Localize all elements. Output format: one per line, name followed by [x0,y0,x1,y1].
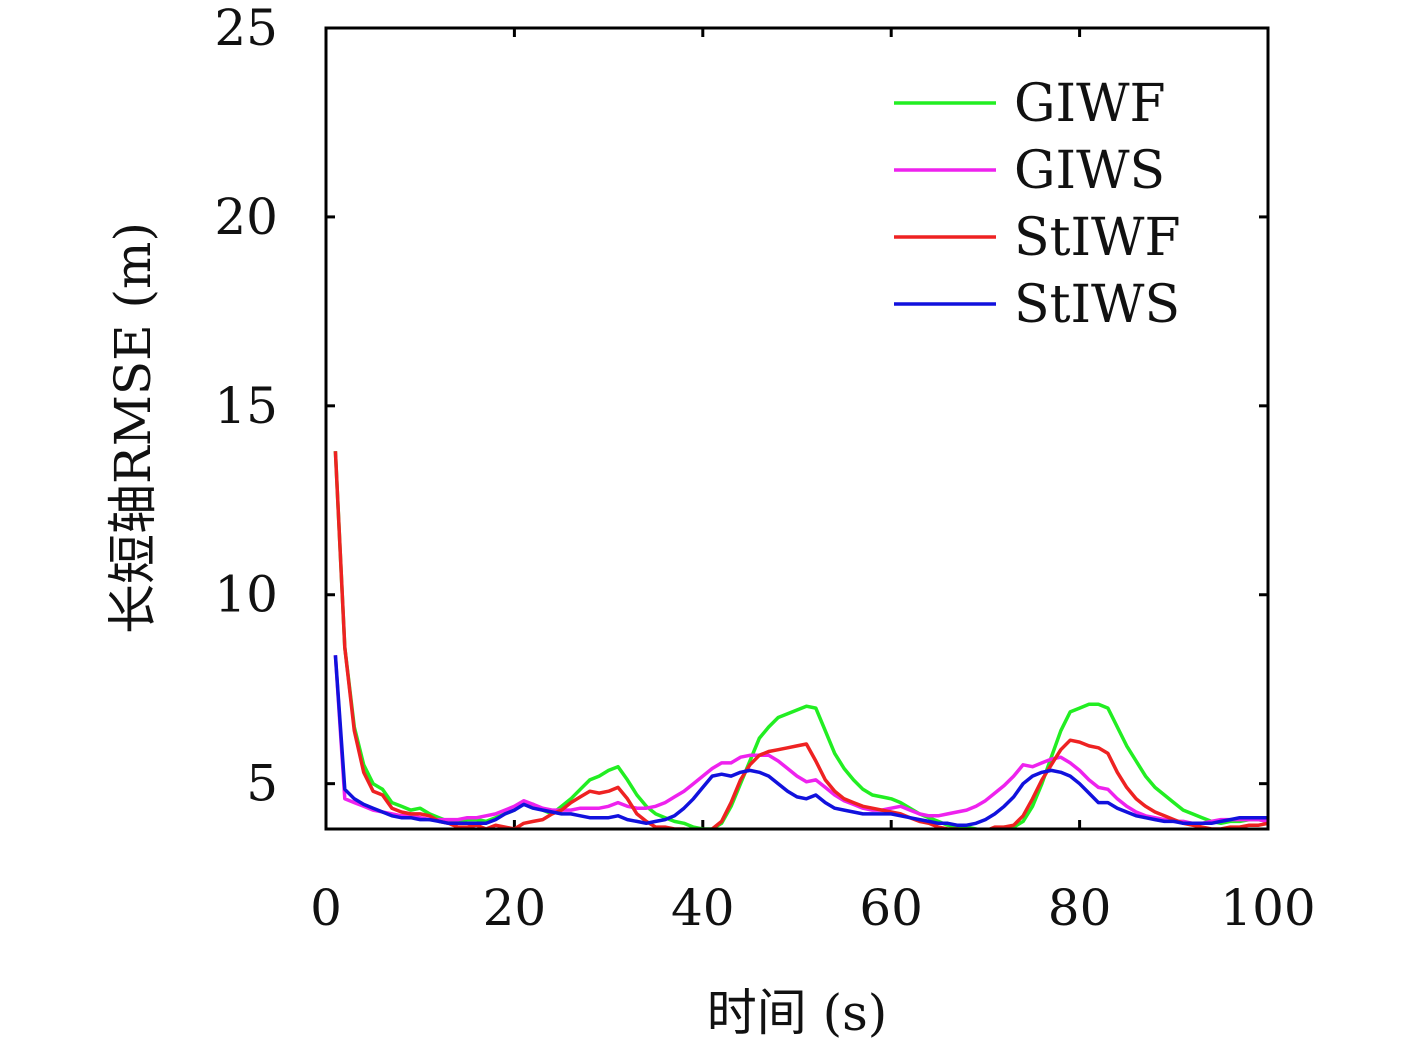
y-tick-label: 20 [214,188,278,246]
legend-label-stiws: StIWS [1014,275,1180,335]
x-axis-label: 时间 (s) [707,984,888,1042]
x-tick-label: 20 [483,879,547,937]
plot-area [333,451,1268,829]
ticks-layer: 0 20 40 60 80 100 5 10 15 20 25 [214,0,1315,937]
series-line-stiwf [333,451,1268,829]
x-tick-label: 0 [310,879,342,937]
legend-label-giwf: GIWF [1014,74,1166,134]
x-tick-label: 60 [859,879,923,937]
series-line-stiws [333,655,1268,827]
plot-frame [324,26,1270,831]
series-line-giwf [333,451,1268,829]
legend-label-stiwf: StIWF [1014,208,1181,268]
series-line-giws [333,655,1268,826]
y-tick-label: 15 [214,377,278,435]
legend-label-giws: GIWS [1014,141,1165,201]
x-tick-label: 40 [671,879,735,937]
x-tick-label: 100 [1220,879,1315,937]
y-axis-label: 长短轴RMSE (m) [104,222,162,634]
x-tick-label: 80 [1048,879,1112,937]
y-tick-label: 10 [214,566,278,624]
y-tick-label: 25 [214,0,278,57]
series-layer [333,451,1268,829]
y-tick-label: 5 [246,755,278,813]
legend: GIWF GIWS StIWF StIWS [894,74,1181,335]
